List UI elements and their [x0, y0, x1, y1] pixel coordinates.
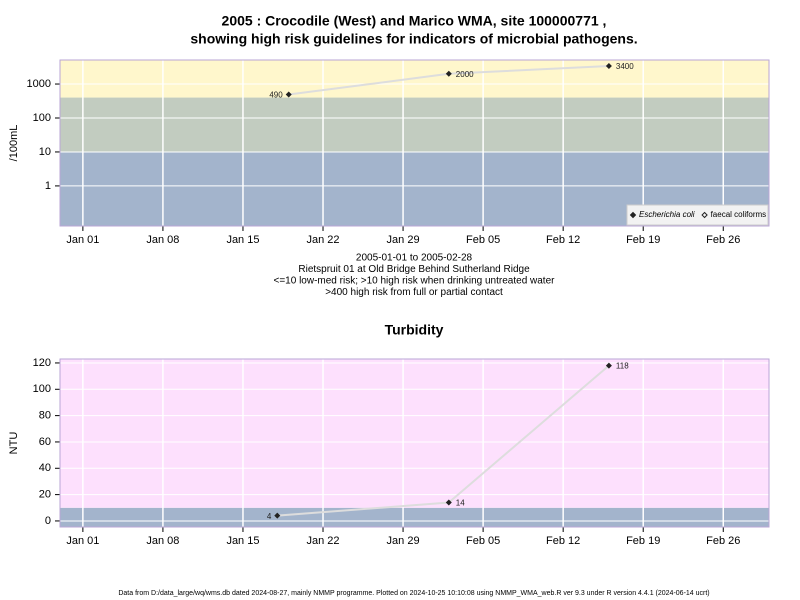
- plot-frame: [59, 59, 770, 227]
- y-axis-label: /100mL: [8, 125, 20, 162]
- x-tick-label: Jan 29: [387, 535, 420, 547]
- risk-band: [60, 97, 769, 152]
- x-tick-label: Jan 22: [307, 535, 340, 547]
- y-tick-label: 0: [45, 515, 51, 527]
- x-tick-label: Jan 22: [307, 234, 340, 246]
- note: <=10 low-med risk; >10 high risk when dr…: [274, 276, 556, 287]
- data-label: 3400: [616, 62, 634, 71]
- footer: Data from D:/data_large/wq/wms.db dated …: [118, 590, 709, 597]
- y-tick-label: 40: [39, 462, 51, 474]
- x-tick-label: Feb 26: [706, 234, 740, 246]
- y-tick-label: 100: [33, 112, 51, 124]
- x-tick-label: Jan 08: [146, 535, 179, 547]
- data-label: 2000: [456, 70, 474, 79]
- x-tick-label: Feb 12: [546, 234, 580, 246]
- chart-title: 2005 : Crocodile (West) and Marico WMA, …: [222, 13, 607, 29]
- x-tick-label: Feb 05: [466, 234, 500, 246]
- legend-box: [626, 204, 769, 226]
- y-tick-label: 20: [39, 489, 51, 501]
- y-tick-label: 60: [39, 436, 51, 448]
- x-tick-label: Jan 08: [146, 234, 179, 246]
- data-label: 490: [269, 91, 283, 100]
- x-tick-label: Feb 26: [706, 535, 740, 547]
- legend-label: Escherichia coli: [639, 210, 695, 219]
- data-point: [605, 362, 612, 369]
- y-tick-label: 10: [39, 146, 51, 158]
- y-tick-label: 1: [45, 180, 51, 192]
- legend-label: faecal coliforms: [711, 210, 767, 219]
- x-tick-label: Feb 19: [626, 234, 660, 246]
- y-axis-label: NTU: [8, 432, 20, 455]
- chart-title: showing high risk guidelines for indicat…: [190, 31, 637, 47]
- x-tick-label: Feb 05: [466, 535, 500, 547]
- risk-band: [60, 359, 769, 508]
- y-tick-label: 80: [39, 410, 51, 422]
- risk-band: [60, 507, 769, 527]
- x-tick-label: Jan 15: [226, 234, 259, 246]
- x-tick-label: Jan 01: [66, 535, 99, 547]
- note: Rietspruit 01 at Old Bridge Behind Suthe…: [298, 264, 530, 275]
- data-label: 14: [456, 499, 465, 508]
- data-label: 4: [267, 512, 272, 521]
- data-point: [274, 512, 281, 519]
- data-point: [285, 91, 292, 98]
- note: >400 high risk from full or partial cont…: [325, 287, 503, 298]
- y-tick-label: 1000: [27, 78, 51, 90]
- x-tick-label: Jan 29: [387, 234, 420, 246]
- plot-frame: [59, 358, 770, 528]
- note: 2005-01-01 to 2005-02-28: [356, 253, 473, 264]
- data-point: [605, 62, 612, 69]
- x-tick-label: Jan 15: [226, 535, 259, 547]
- y-tick-label: 100: [33, 383, 51, 395]
- chart-title: Turbidity: [385, 322, 444, 338]
- x-tick-label: Feb 12: [546, 535, 580, 547]
- x-tick-label: Jan 01: [66, 234, 99, 246]
- legend-marker: [629, 211, 637, 219]
- x-tick-label: Feb 19: [626, 535, 660, 547]
- y-tick-label: 120: [33, 357, 51, 369]
- legend-marker: [701, 211, 708, 219]
- data-point: [445, 499, 452, 506]
- data-point: [445, 70, 452, 77]
- data-label: 118: [616, 362, 629, 371]
